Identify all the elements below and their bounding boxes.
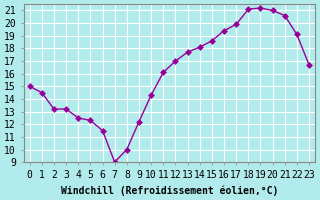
X-axis label: Windchill (Refroidissement éolien,°C): Windchill (Refroidissement éolien,°C) [61,185,278,196]
